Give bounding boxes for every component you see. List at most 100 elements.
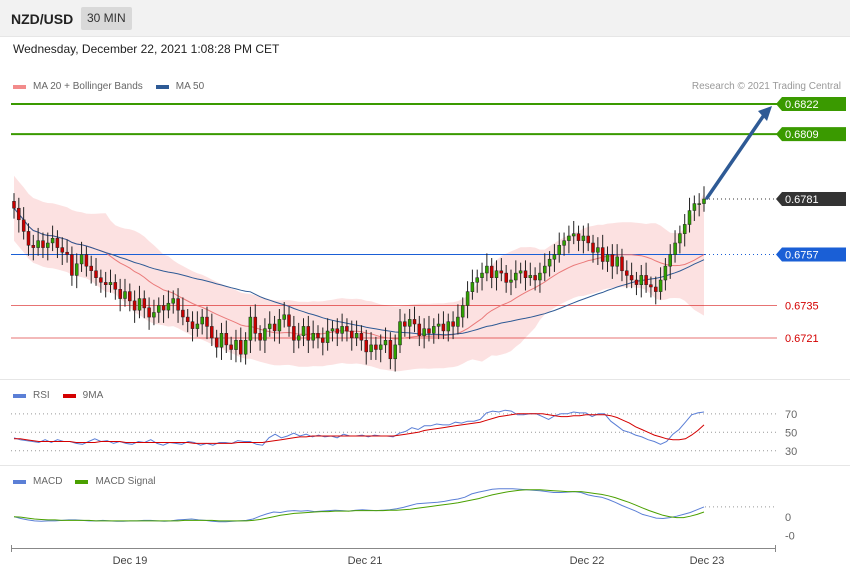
macd-signal-line (13, 489, 705, 522)
candle-down (128, 291, 132, 302)
candle-down (147, 307, 151, 318)
candle-down (41, 240, 45, 248)
candle-up (571, 233, 576, 237)
candle-down (364, 340, 368, 353)
bollinger-band (14, 175, 704, 372)
candle-down (205, 316, 209, 327)
candle-down (224, 333, 229, 346)
candle-up (485, 265, 489, 274)
timeframe-button[interactable]: 30 MIN (81, 7, 132, 30)
price-level-label: 0.6757 (785, 250, 819, 262)
candle-up (79, 254, 84, 265)
candle-down (176, 298, 180, 311)
rsi-level-label: 30 (785, 446, 797, 458)
forecast-arrow-shaft (705, 113, 766, 200)
toolbar: NZD/USD 30 MIN (0, 0, 850, 37)
candle-down (335, 328, 340, 334)
candle-up (702, 198, 706, 204)
candle-down (60, 247, 65, 253)
macd-legend-label: MACD (33, 476, 63, 487)
candle-down (142, 298, 147, 309)
price-level-label: 0.6781 (785, 194, 819, 206)
candle-down (190, 321, 195, 329)
candle-down (591, 242, 595, 253)
candle-down (441, 323, 446, 332)
candle-up (277, 319, 282, 332)
candle-down (84, 254, 89, 267)
candle-down (374, 344, 378, 350)
main-legend: MA 20 + Bollinger Bands MA 50 (13, 81, 204, 92)
candle-up (615, 256, 619, 267)
candle-down (427, 328, 431, 334)
macd-level-label: 0 (785, 512, 791, 524)
price-level-label: 0.6735 (785, 301, 819, 313)
candle-up (296, 335, 301, 341)
macd-signal-swatch (75, 479, 89, 484)
candle-down (634, 279, 639, 285)
candle-up (557, 245, 561, 255)
candle-up (673, 242, 677, 255)
rsi-level-label: 70 (785, 409, 797, 421)
candle-up (123, 291, 127, 299)
candle-up (325, 330, 330, 343)
candle-up (456, 316, 460, 327)
candle-up (436, 323, 441, 327)
candle-up (639, 275, 644, 285)
candle-up (460, 305, 465, 318)
candle-down (210, 326, 214, 339)
candle-down (350, 330, 354, 339)
candle-up (422, 328, 426, 336)
candle-down (55, 238, 60, 248)
candle-up (687, 210, 692, 225)
ma20-swatch (13, 84, 26, 89)
candle-up (475, 277, 479, 283)
candle-up (494, 270, 499, 278)
candle-up (446, 321, 451, 332)
time-axis-tick-label: Dec 23 (690, 555, 725, 567)
candle-up (547, 258, 552, 267)
candle-up (538, 272, 542, 281)
candle-down (161, 305, 166, 311)
candle-down (306, 326, 311, 341)
rsi-ma-swatch (62, 393, 76, 398)
candle-down (99, 277, 103, 283)
candle-down (229, 344, 233, 350)
ma20-line (13, 207, 705, 340)
candle-down (118, 289, 122, 299)
ma50-swatch (155, 84, 169, 89)
candle-up (393, 344, 397, 360)
candle-down (533, 275, 537, 281)
candle-up (378, 344, 383, 350)
candle-up (36, 240, 40, 248)
candle-up (248, 316, 253, 341)
candle-down (12, 201, 16, 209)
candle-up (354, 333, 359, 339)
candle-down (287, 314, 291, 327)
candle-up (697, 203, 701, 205)
candle-up (407, 319, 412, 327)
candle-down (403, 321, 407, 327)
candle-up (267, 323, 272, 329)
candle-up (398, 321, 402, 346)
candle-up (263, 328, 267, 341)
candle-up (50, 238, 55, 244)
macd-signal-legend-label: MACD Signal (95, 476, 156, 487)
price-level-tag (776, 191, 846, 206)
candle-up (543, 265, 547, 274)
candle-up (166, 302, 171, 311)
candle-down (103, 282, 108, 285)
time-axis-tick-label: Dec 22 (570, 555, 605, 567)
credit: Research © 2021 Trading Central (691, 81, 841, 92)
ma50-legend-label: MA 50 (175, 81, 205, 92)
price-level-label: 0.6809 (785, 129, 819, 141)
candle-up (311, 333, 315, 341)
ma50-line (13, 207, 705, 336)
candle-down (417, 323, 422, 336)
candle-down (31, 245, 36, 248)
candle-up (605, 254, 610, 262)
candle-down (629, 275, 634, 281)
candle-up (383, 340, 388, 346)
candle-down (185, 316, 190, 322)
candle-up (195, 323, 200, 329)
